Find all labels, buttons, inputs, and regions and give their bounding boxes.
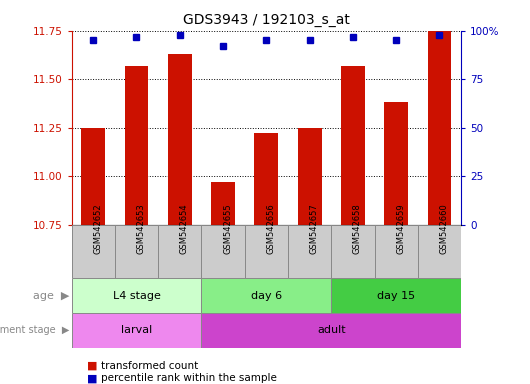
Text: GSM542657: GSM542657 <box>310 204 319 254</box>
Bar <box>418 225 461 278</box>
Bar <box>384 103 408 225</box>
Bar <box>81 128 105 225</box>
Bar <box>428 31 452 225</box>
Text: GSM542660: GSM542660 <box>439 204 448 254</box>
Text: GSM542654: GSM542654 <box>180 204 189 254</box>
Text: ■: ■ <box>87 361 98 371</box>
Bar <box>375 225 418 278</box>
Bar <box>211 182 235 225</box>
Text: GSM542655: GSM542655 <box>223 204 232 254</box>
Text: GSM542656: GSM542656 <box>266 204 275 254</box>
Text: L4 stage: L4 stage <box>112 291 161 301</box>
Bar <box>168 54 192 225</box>
Text: GSM542652: GSM542652 <box>93 204 102 254</box>
Bar <box>115 225 158 278</box>
Text: percentile rank within the sample: percentile rank within the sample <box>101 373 277 383</box>
Bar <box>331 278 461 313</box>
Text: day 6: day 6 <box>251 291 282 301</box>
Bar <box>201 278 331 313</box>
Bar <box>158 225 201 278</box>
Text: day 15: day 15 <box>377 291 415 301</box>
Bar <box>331 225 375 278</box>
Text: GSM542659: GSM542659 <box>396 204 405 254</box>
Text: GSM542658: GSM542658 <box>353 204 362 254</box>
Title: GDS3943 / 192103_s_at: GDS3943 / 192103_s_at <box>183 13 350 27</box>
Text: adult: adult <box>317 325 346 335</box>
Text: larval: larval <box>121 325 152 335</box>
Bar <box>201 313 461 348</box>
Text: development stage  ▶: development stage ▶ <box>0 325 69 335</box>
Bar <box>341 66 365 225</box>
Bar <box>72 278 201 313</box>
Bar <box>72 225 115 278</box>
Bar <box>72 313 201 348</box>
Bar <box>298 128 322 225</box>
Text: age  ▶: age ▶ <box>32 291 69 301</box>
Bar <box>201 225 245 278</box>
Text: ■: ■ <box>87 373 98 383</box>
Bar <box>254 134 278 225</box>
Text: GSM542653: GSM542653 <box>137 204 145 254</box>
Bar <box>125 66 148 225</box>
Bar <box>288 225 331 278</box>
Bar <box>245 225 288 278</box>
Text: transformed count: transformed count <box>101 361 198 371</box>
